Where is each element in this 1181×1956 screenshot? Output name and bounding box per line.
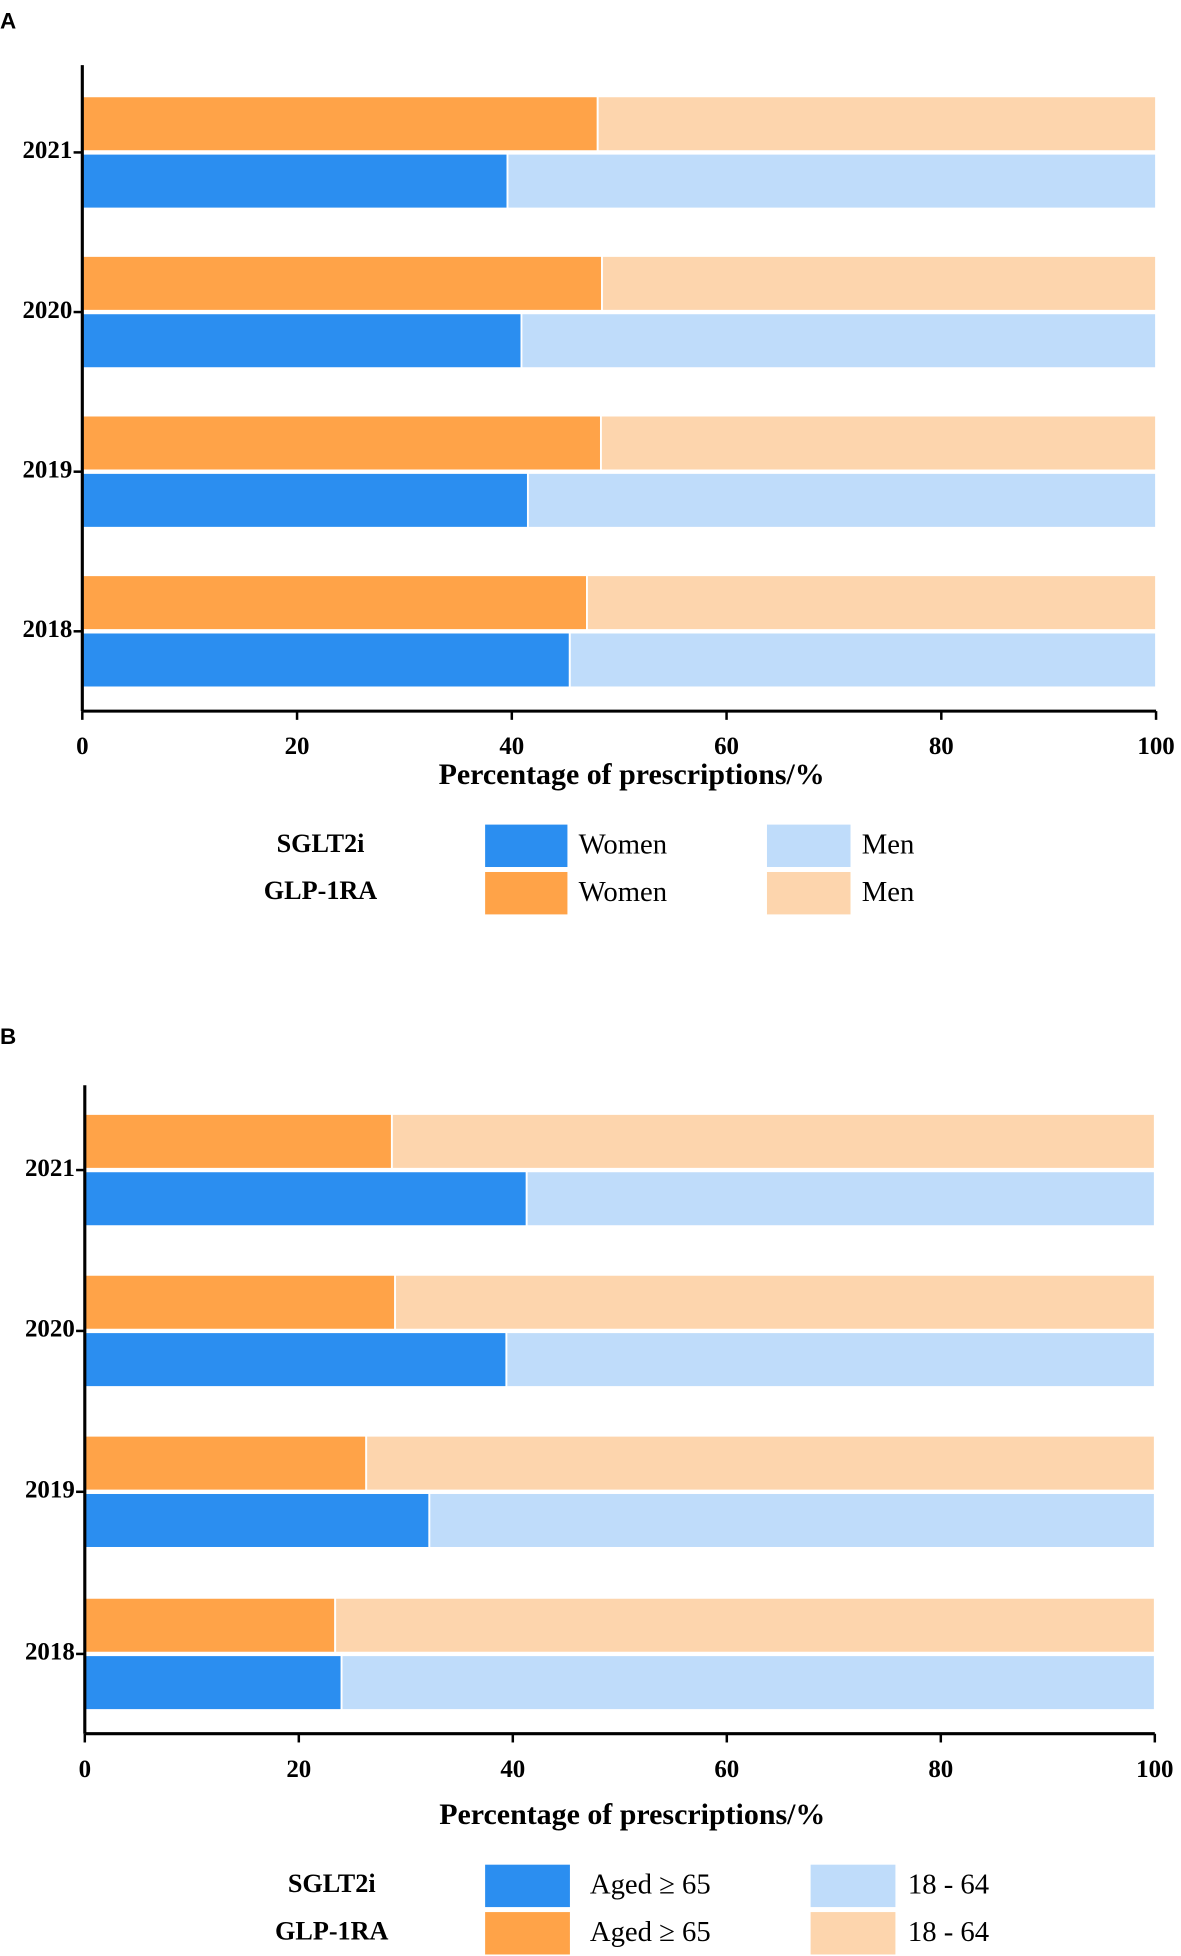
bar — [83, 1654, 343, 1711]
y-tick-label: 2018 — [22, 616, 72, 643]
legend-swatch — [485, 1912, 570, 1955]
bar — [526, 471, 1157, 529]
x-axis-label: Percentage of prescriptions/% — [439, 758, 825, 791]
legend-swatch — [485, 1864, 570, 1908]
bar — [81, 254, 603, 312]
x-tick-label: 80 — [929, 733, 954, 760]
x-tick-label: 40 — [499, 733, 524, 760]
bar — [428, 1492, 1156, 1549]
bar — [505, 1331, 1156, 1388]
legend-label: Aged ≥ 65 — [590, 1916, 711, 1948]
legend-swatch — [766, 871, 851, 915]
legend-group: GLP-1RA — [275, 1916, 389, 1945]
legend-group: GLP-1RA — [264, 876, 378, 905]
bar — [83, 1112, 393, 1170]
x-tick-label: 80 — [928, 1756, 953, 1783]
panel-label: A — [0, 9, 16, 34]
bar — [81, 574, 588, 631]
legend-label: Aged ≥ 65 — [590, 1869, 711, 1901]
bar — [83, 1273, 397, 1331]
bar — [83, 1331, 508, 1388]
legend-swatch — [485, 824, 568, 868]
legend-swatch — [810, 1864, 896, 1908]
bar — [83, 1492, 431, 1549]
bar — [340, 1654, 1156, 1711]
x-tick-label: 60 — [714, 1756, 739, 1783]
y-tick-label: 2021 — [25, 1155, 75, 1182]
legend-swatch — [485, 871, 568, 915]
bar — [81, 95, 599, 153]
bar — [394, 1273, 1156, 1331]
x-tick-label: 100 — [1137, 733, 1174, 760]
y-tick-label: 2018 — [25, 1639, 75, 1666]
legend-group: SGLT2i — [288, 1869, 376, 1898]
legend-label: 18 - 64 — [908, 1869, 989, 1901]
legend-label: 18 - 64 — [908, 1916, 989, 1948]
x-tick-label: 20 — [285, 733, 310, 760]
bar — [586, 574, 1157, 631]
bar — [81, 631, 571, 689]
bar — [596, 95, 1157, 153]
x-tick-label: 0 — [76, 733, 88, 760]
x-tick-label: 20 — [286, 1756, 311, 1783]
bar — [83, 1434, 368, 1492]
bar — [365, 1434, 1156, 1492]
y-tick-label: 2019 — [22, 456, 72, 483]
bar — [520, 312, 1157, 370]
bar — [81, 312, 523, 370]
legend-group: SGLT2i — [277, 829, 365, 858]
x-tick-label: 40 — [500, 1756, 525, 1783]
bar — [599, 414, 1157, 472]
legend-label: Women — [579, 829, 667, 861]
x-axis-label: Percentage of prescriptions/% — [439, 1798, 825, 1831]
y-tick-label: 2020 — [25, 1316, 75, 1343]
y-tick-label: 2019 — [25, 1477, 75, 1504]
x-tick-label: 100 — [1136, 1756, 1173, 1783]
legend-swatch — [766, 824, 851, 868]
bar — [506, 152, 1157, 210]
legend-label: Women — [579, 876, 667, 908]
x-tick-label: 60 — [714, 733, 739, 760]
y-tick-label: 2020 — [22, 297, 72, 324]
y-tick-label: 2021 — [22, 137, 72, 164]
legend-swatch — [810, 1912, 896, 1955]
bar — [601, 254, 1157, 312]
bar — [81, 414, 602, 472]
x-tick-label: 0 — [79, 1756, 91, 1783]
bar — [83, 1170, 528, 1228]
legend-label: Men — [862, 876, 915, 908]
bar — [525, 1170, 1156, 1228]
bar — [81, 471, 529, 529]
bar — [390, 1112, 1156, 1170]
legend-label: Men — [862, 829, 915, 861]
bar — [334, 1596, 1156, 1654]
bar — [81, 152, 509, 210]
bar — [83, 1596, 337, 1654]
bar — [568, 631, 1157, 689]
panel-label: B — [0, 1024, 16, 1049]
